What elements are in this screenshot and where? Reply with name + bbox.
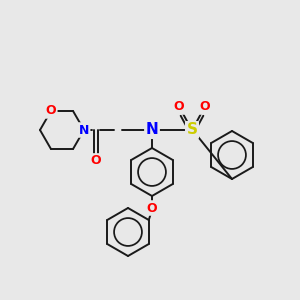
Text: O: O: [174, 100, 184, 113]
Text: O: O: [91, 154, 101, 167]
Text: O: O: [147, 202, 157, 214]
Text: O: O: [200, 100, 210, 113]
Text: N: N: [79, 124, 89, 136]
Text: O: O: [46, 104, 56, 117]
Text: S: S: [187, 122, 197, 137]
Text: N: N: [146, 122, 158, 137]
